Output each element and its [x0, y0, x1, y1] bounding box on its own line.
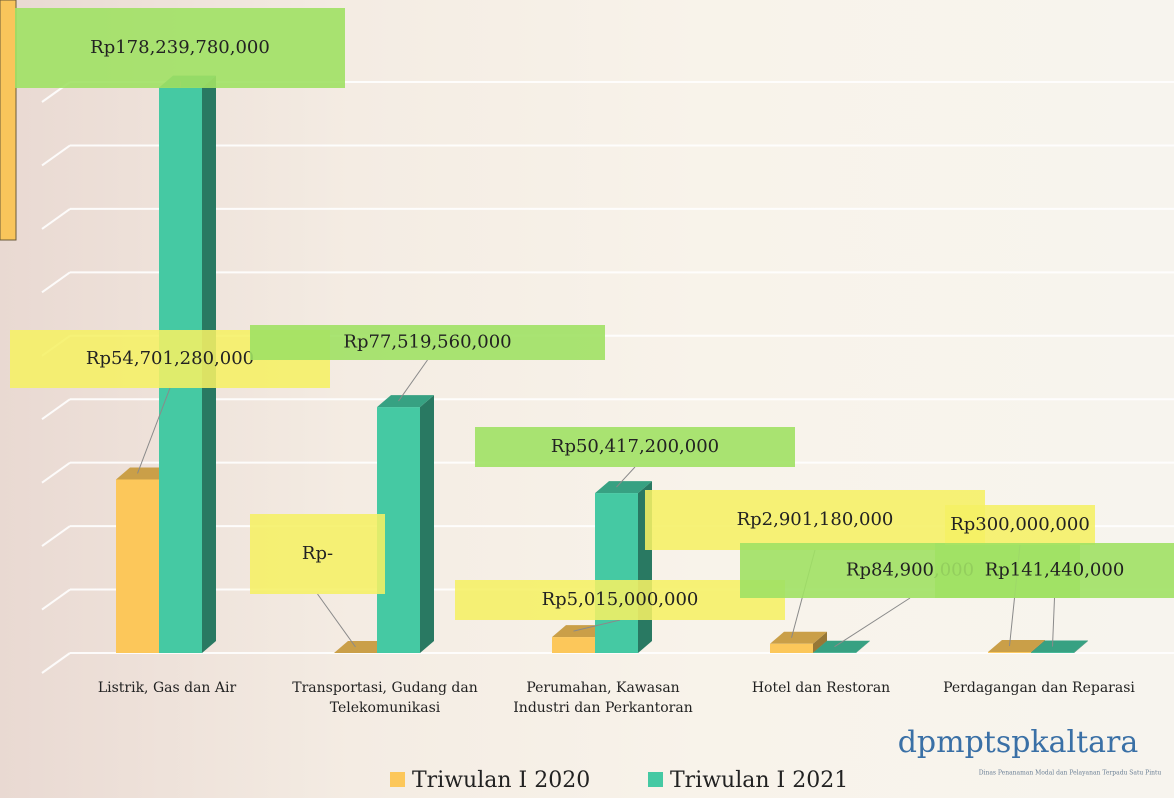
bar	[552, 637, 595, 653]
legend-label: Triwulan I 2021	[670, 768, 848, 793]
value-label: Rp50,417,200,000	[551, 436, 719, 457]
grid-floor	[42, 653, 70, 673]
bar	[988, 652, 1031, 653]
logo-tagline: Dinas Penanaman Modal dan Pelayanan Terp…	[979, 770, 1162, 777]
leader-line	[318, 594, 356, 647]
grid-floor	[42, 463, 70, 483]
leader-line	[835, 598, 911, 647]
page: Rp54,701,280,000 Rp178,239,780,000 Rp- Rp77…	[0, 0, 1174, 798]
logo: dpmptspkaltara	[898, 725, 1139, 760]
x-tick-label: Listrik, Gas dan Air	[67, 678, 267, 698]
bar-side	[420, 395, 434, 653]
bar	[595, 493, 638, 653]
value-label: Rp2,901,180,000	[737, 509, 894, 530]
value-label: Rp54,701,280,000	[86, 348, 254, 369]
bar	[116, 479, 159, 653]
grid-floor	[42, 145, 70, 165]
value-label: Rp-	[302, 543, 333, 564]
value-label: Rp178,239,780,000	[90, 37, 270, 58]
leader-line	[1053, 598, 1055, 647]
grid-floor	[42, 399, 70, 419]
value-label: Rp141,440,000	[985, 560, 1125, 581]
value-label: Rp300,000,000	[950, 514, 1090, 535]
grid-floor	[42, 590, 70, 610]
leader-line	[399, 360, 428, 401]
x-tick-label: Hotel dan Restoran	[721, 678, 921, 698]
legend-label: Triwulan I 2020	[412, 768, 590, 793]
bar	[770, 644, 813, 653]
value-label: Rp5,015,000,000	[542, 589, 699, 610]
grid-floor	[42, 209, 70, 229]
grid-floor	[42, 272, 70, 292]
grid-floor	[42, 526, 70, 546]
x-tick-label: Transportasi, Gudang dan Telekomunikasi	[285, 678, 485, 718]
x-tick-label: Perumahan, Kawasan Industri dan Perkanto…	[503, 678, 703, 718]
x-tick-label: Perdagangan dan Reparasi	[939, 678, 1139, 698]
value-label: Rp77,519,560,000	[343, 332, 511, 353]
decor-box	[0, 0, 16, 240]
legend-swatch	[648, 772, 663, 787]
legend-swatch	[390, 772, 405, 787]
